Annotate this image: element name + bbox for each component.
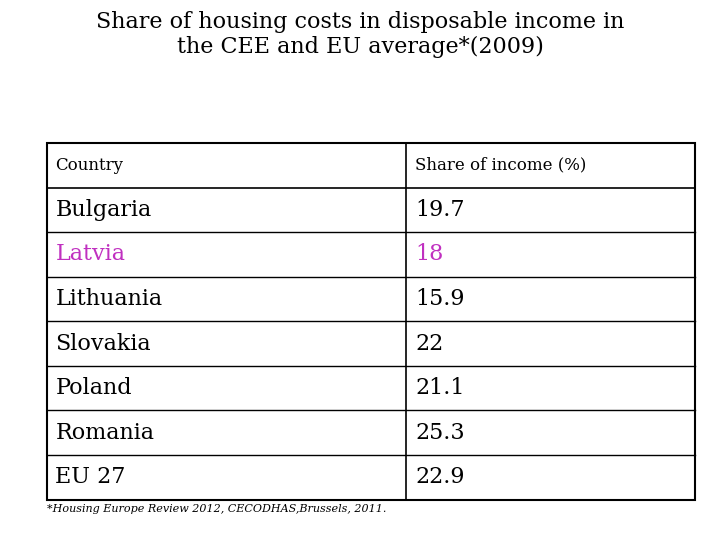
Text: 25.3: 25.3 <box>415 422 464 444</box>
Text: 18: 18 <box>415 244 444 266</box>
Text: Romania: Romania <box>55 422 154 444</box>
Text: 21.1: 21.1 <box>415 377 464 399</box>
Text: Bulgaria: Bulgaria <box>55 199 152 221</box>
Text: *Housing Europe Review 2012, CECODHAS,Brussels, 2011.: *Housing Europe Review 2012, CECODHAS,Br… <box>47 504 386 514</box>
Text: Poland: Poland <box>55 377 132 399</box>
Text: Share of income (%): Share of income (%) <box>415 157 587 174</box>
Text: 19.7: 19.7 <box>415 199 464 221</box>
Text: Country: Country <box>55 157 123 174</box>
Text: Share of housing costs in disposable income in
the CEE and EU average*(2009): Share of housing costs in disposable inc… <box>96 11 624 58</box>
Text: 22: 22 <box>415 333 444 355</box>
Text: 22.9: 22.9 <box>415 466 464 488</box>
Text: Slovakia: Slovakia <box>55 333 151 355</box>
Text: Lithuania: Lithuania <box>55 288 163 310</box>
Text: 15.9: 15.9 <box>415 288 464 310</box>
Text: EU 27: EU 27 <box>55 466 126 488</box>
Text: Latvia: Latvia <box>55 244 125 266</box>
